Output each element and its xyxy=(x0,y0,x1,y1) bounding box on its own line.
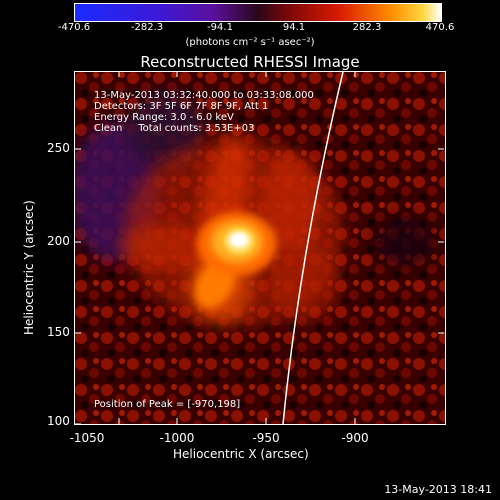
date-stamp: 13-May-2013 18:41 xyxy=(384,483,492,496)
y-axis-label: Heliocentric Y (arcsec) xyxy=(22,200,36,335)
time-range-text: 13-May-2013 03:32:40.000 to 03:33:08.000 xyxy=(94,90,314,101)
colorbar-tick-label: 282.3 xyxy=(352,22,382,33)
colorbar-tick-label: -470.6 xyxy=(57,22,91,33)
x-tick-label: -1000 xyxy=(159,431,195,445)
x-tick-label: -900 xyxy=(341,431,369,445)
flare-peak xyxy=(224,228,254,254)
peak-position-text: Position of Peak = [-970,198] xyxy=(94,399,241,410)
x-tick-label: -1050 xyxy=(69,431,105,445)
colorbar xyxy=(74,3,442,22)
colorbar-tick-label: -282.3 xyxy=(130,22,164,33)
x-axis-label: Heliocentric X (arcsec) xyxy=(173,447,309,461)
rhessi-image-plot xyxy=(74,71,446,425)
y-tick-label: 150 xyxy=(47,325,70,339)
detectors-text: Detectors: 3F 5F 6F 7F 8F 9F, Att 1 xyxy=(94,101,269,112)
colorbar-tick-label: 94.1 xyxy=(282,22,306,33)
colorbar-tick-label: -94.1 xyxy=(207,22,233,33)
image-canvas xyxy=(75,72,445,424)
y-tick-label: 250 xyxy=(47,141,70,155)
colorbar-units: (photons cm⁻² s⁻¹ asec⁻²) xyxy=(185,37,315,48)
y-tick-label: 100 xyxy=(47,414,70,428)
x-tick-label: -950 xyxy=(252,431,280,445)
solar-limb-line xyxy=(282,72,344,424)
colorbar-tick-label: 470.6 xyxy=(425,22,455,33)
plot-title: Reconstructed RHESSI Image xyxy=(140,53,360,71)
energy-range-text: Energy Range: 3.0 - 6.0 keV xyxy=(94,112,234,123)
clean-counts-text: Clean Total counts: 3.53E+03 xyxy=(94,123,255,134)
y-tick-label: 200 xyxy=(47,234,70,248)
